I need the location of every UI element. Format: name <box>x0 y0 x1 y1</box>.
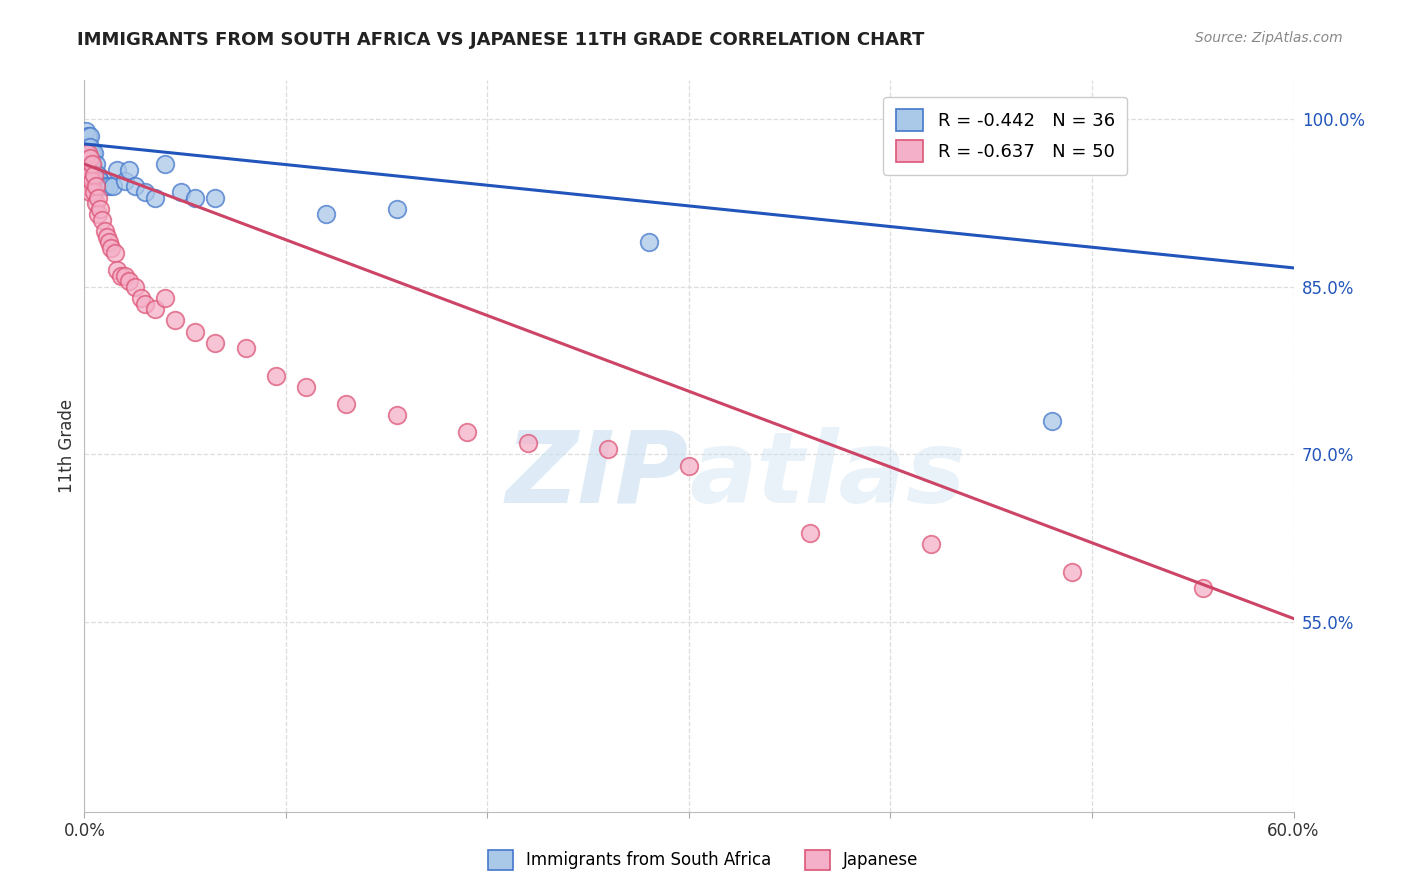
Point <box>153 291 176 305</box>
Point <box>83 162 105 177</box>
Point <box>165 313 187 327</box>
Point <box>114 268 136 283</box>
Point <box>184 325 207 339</box>
Point <box>143 190 166 204</box>
Point <box>79 152 101 166</box>
Point <box>79 185 101 199</box>
Point <box>79 129 101 144</box>
Point <box>79 168 101 182</box>
Point <box>105 162 128 177</box>
Point <box>335 397 357 411</box>
Point <box>75 145 97 160</box>
Point <box>204 190 226 204</box>
Point <box>204 335 226 350</box>
Point <box>184 190 207 204</box>
Point <box>124 280 146 294</box>
Point <box>97 179 120 194</box>
Point <box>75 123 97 137</box>
Point <box>93 224 115 238</box>
Point <box>82 157 104 171</box>
Point <box>75 157 97 171</box>
Point <box>110 268 132 283</box>
Text: atlas: atlas <box>689 426 966 524</box>
Point <box>598 442 620 456</box>
Point <box>170 185 193 199</box>
Point <box>86 196 108 211</box>
Point <box>77 174 100 188</box>
Point <box>89 202 111 216</box>
Point <box>456 425 478 439</box>
Point <box>96 229 118 244</box>
Point <box>104 246 127 260</box>
Point <box>86 157 108 171</box>
Point <box>118 274 141 288</box>
Legend: Immigrants from South Africa, Japanese: Immigrants from South Africa, Japanese <box>481 843 925 877</box>
Point <box>1192 582 1215 596</box>
Point <box>75 152 97 166</box>
Point <box>678 458 700 473</box>
Point <box>77 162 100 177</box>
Point <box>235 341 257 355</box>
Point <box>124 179 146 194</box>
Point <box>77 145 100 160</box>
Point <box>87 168 110 182</box>
Point <box>79 140 101 154</box>
Text: IMMIGRANTS FROM SOUTH AFRICA VS JAPANESE 11TH GRADE CORRELATION CHART: IMMIGRANTS FROM SOUTH AFRICA VS JAPANESE… <box>77 31 925 49</box>
Legend: R = -0.442   N = 36, R = -0.637   N = 50: R = -0.442 N = 36, R = -0.637 N = 50 <box>883 96 1128 175</box>
Point <box>143 302 166 317</box>
Point <box>77 129 100 144</box>
Point <box>87 207 110 221</box>
Point <box>79 162 101 177</box>
Point <box>385 409 408 423</box>
Text: ZIP: ZIP <box>506 426 689 524</box>
Point <box>264 369 287 384</box>
Point <box>87 190 110 204</box>
Point <box>82 168 104 182</box>
Point <box>114 174 136 188</box>
Point <box>83 168 105 182</box>
Y-axis label: 11th Grade: 11th Grade <box>58 399 76 493</box>
Point <box>83 185 105 199</box>
Point <box>82 157 104 171</box>
Point <box>89 174 111 188</box>
Point <box>86 179 108 194</box>
Point <box>799 525 821 540</box>
Point <box>101 179 124 194</box>
Point <box>75 140 97 154</box>
Point <box>79 152 101 166</box>
Point <box>516 436 538 450</box>
Point <box>93 179 115 194</box>
Point <box>1060 565 1083 579</box>
Point <box>637 235 659 250</box>
Point <box>385 202 408 216</box>
Point <box>295 380 318 394</box>
Point <box>97 235 120 250</box>
Point <box>134 296 156 310</box>
Point <box>77 140 100 154</box>
Point <box>77 157 100 171</box>
Point <box>134 185 156 199</box>
Point <box>315 207 337 221</box>
Point <box>118 162 141 177</box>
Point <box>100 241 122 255</box>
Point <box>75 168 97 182</box>
Point <box>920 537 942 551</box>
Point <box>105 263 128 277</box>
Point <box>91 212 114 227</box>
Point <box>129 291 152 305</box>
Text: Source: ZipAtlas.com: Source: ZipAtlas.com <box>1195 31 1343 45</box>
Point <box>75 179 97 194</box>
Point <box>1040 414 1063 428</box>
Point <box>82 174 104 188</box>
Point <box>86 174 108 188</box>
Point <box>153 157 176 171</box>
Point <box>83 145 105 160</box>
Point <box>82 145 104 160</box>
